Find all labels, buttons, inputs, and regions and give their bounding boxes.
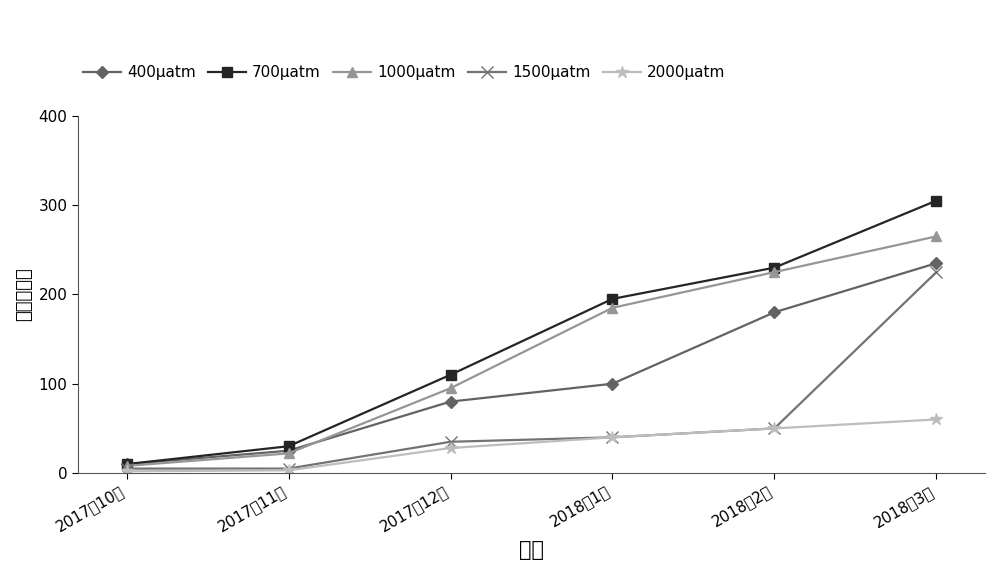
Y-axis label: 鲜重（克）: 鲜重（克） xyxy=(15,267,33,321)
400μatm xyxy=(930,260,942,267)
Legend: 400μatm, 700μatm, 1000μatm, 1500μatm, 2000μatm: 400μatm, 700μatm, 1000μatm, 1500μatm, 20… xyxy=(77,59,732,86)
Line: 1000μatm: 1000μatm xyxy=(122,232,941,471)
1500μatm xyxy=(283,465,295,472)
700μatm xyxy=(445,371,457,378)
400μatm xyxy=(606,380,618,387)
2000μatm xyxy=(121,468,133,475)
1000μatm xyxy=(768,269,780,275)
1500μatm xyxy=(445,438,457,445)
1000μatm xyxy=(283,450,295,457)
1000μatm xyxy=(930,233,942,240)
700μatm xyxy=(283,443,295,450)
1000μatm xyxy=(445,385,457,392)
Line: 1500μatm: 1500μatm xyxy=(121,267,942,474)
1500μatm xyxy=(930,269,942,275)
1000μatm xyxy=(606,304,618,311)
700μatm xyxy=(606,296,618,302)
400μatm xyxy=(768,309,780,316)
2000μatm xyxy=(445,444,457,451)
Line: 700μatm: 700μatm xyxy=(122,196,941,469)
1500μatm xyxy=(606,434,618,441)
400μatm xyxy=(283,447,295,454)
400μatm xyxy=(121,461,133,467)
700μatm xyxy=(768,264,780,271)
400μatm xyxy=(445,398,457,405)
2000μatm xyxy=(768,425,780,432)
2000μatm xyxy=(283,467,295,474)
Line: 400μatm: 400μatm xyxy=(122,259,941,468)
2000μatm xyxy=(930,416,942,423)
Line: 2000μatm: 2000μatm xyxy=(120,413,943,477)
1500μatm xyxy=(768,425,780,432)
2000μatm xyxy=(606,434,618,441)
X-axis label: 时间: 时间 xyxy=(519,540,544,560)
700μatm xyxy=(121,461,133,467)
1500μatm xyxy=(121,465,133,472)
700μatm xyxy=(930,197,942,204)
1000μatm xyxy=(121,462,133,469)
